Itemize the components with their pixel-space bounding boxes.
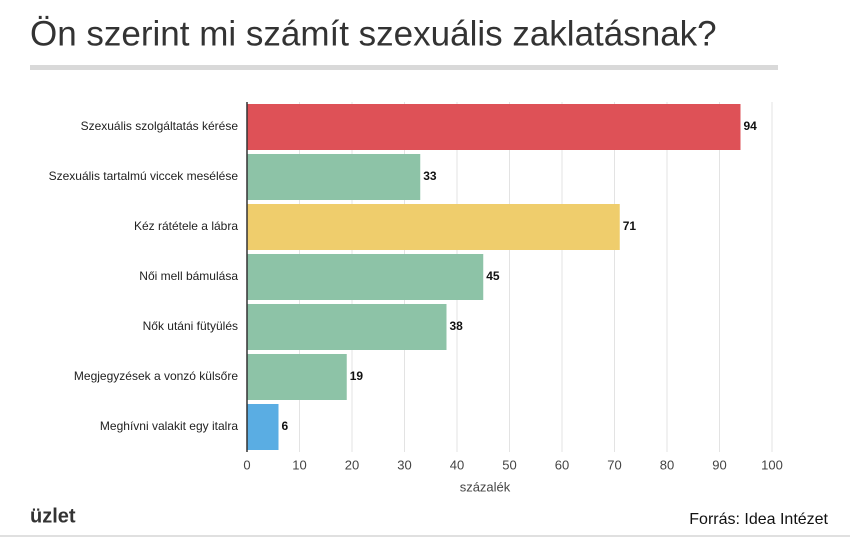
source: Forrás: Idea Intézet [689, 511, 828, 528]
x-axis-label: százalék [460, 479, 511, 494]
x-tick-label: 10 [292, 457, 306, 472]
y-tick-label: Szexuális tartalmú viccek mesélése [49, 169, 239, 183]
chart-title: Ön szerint mi számít szexuális zaklatásn… [30, 14, 717, 53]
value-label: 19 [350, 369, 364, 383]
x-tick-label: 80 [660, 457, 674, 472]
footer-line [0, 535, 850, 537]
x-tick-label: 90 [712, 457, 726, 472]
bar [247, 354, 347, 400]
x-tick-label: 50 [502, 457, 516, 472]
y-tick-label: Megjegyzések a vonzó külsőre [74, 369, 238, 383]
logo: üzlet [30, 505, 76, 527]
bar [247, 204, 620, 250]
bar [247, 154, 421, 200]
x-tick-label: 40 [450, 457, 464, 472]
x-tick-label: 70 [607, 457, 621, 472]
value-label: 38 [450, 319, 464, 333]
title-underline [30, 65, 778, 70]
value-label: 45 [486, 269, 500, 283]
value-label: 94 [744, 119, 758, 133]
value-label: 6 [282, 419, 289, 433]
bar [247, 404, 279, 450]
value-label: 71 [623, 219, 637, 233]
x-tick-label: 100 [761, 457, 783, 472]
x-tick-label: 20 [345, 457, 359, 472]
y-tick-label: Nők utáni fütyülés [143, 319, 238, 333]
bar [247, 254, 484, 300]
y-tick-label: Kéz rátétele a lábra [134, 219, 238, 233]
x-tick-label: 30 [397, 457, 411, 472]
bar [247, 304, 447, 350]
value-label: 33 [423, 169, 437, 183]
y-tick-label: Szexuális szolgáltatás kérése [81, 119, 239, 133]
y-tick-label: Női mell bámulása [139, 269, 238, 283]
bar [247, 104, 741, 150]
x-tick-label: 0 [243, 457, 250, 472]
y-tick-label: Meghívni valakit egy italra [100, 419, 238, 433]
x-tick-label: 60 [555, 457, 569, 472]
